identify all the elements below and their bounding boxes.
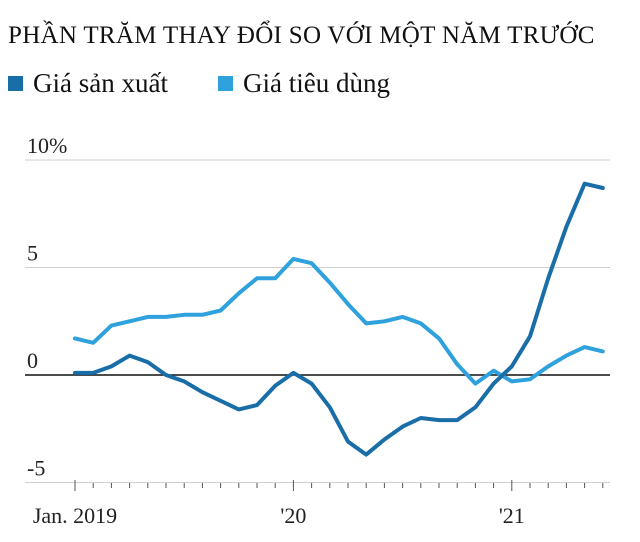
legend-item-consumer: Giá tiêu dùng [217,68,390,99]
legend: Giá sản xuất Giá tiêu dùng [8,68,440,99]
y-tick-label: 5 [27,241,38,266]
y-tick-label: 0 [27,348,38,373]
y-tick-label: 10% [27,133,67,158]
y-tick-label: -5 [27,456,45,481]
legend-swatch-producer [8,76,23,91]
legend-swatch-consumer [217,76,233,91]
x-tick-label: '20 [280,503,306,528]
x-tick-label: '21 [499,503,525,528]
legend-label-consumer: Giá tiêu dùng [242,68,390,98]
x-tick-label: Jan. 2019 [33,503,117,528]
series-line-producer [73,181,605,457]
series-line-consumer [73,256,605,386]
legend-item-producer: Giá sản xuất [8,68,168,99]
chart-title: PHẦN TRĂM THAY ĐỔI SO VỚI MỘT NĂM TRƯỚC [8,22,595,49]
legend-label-producer: Giá sản xuất [33,68,168,98]
